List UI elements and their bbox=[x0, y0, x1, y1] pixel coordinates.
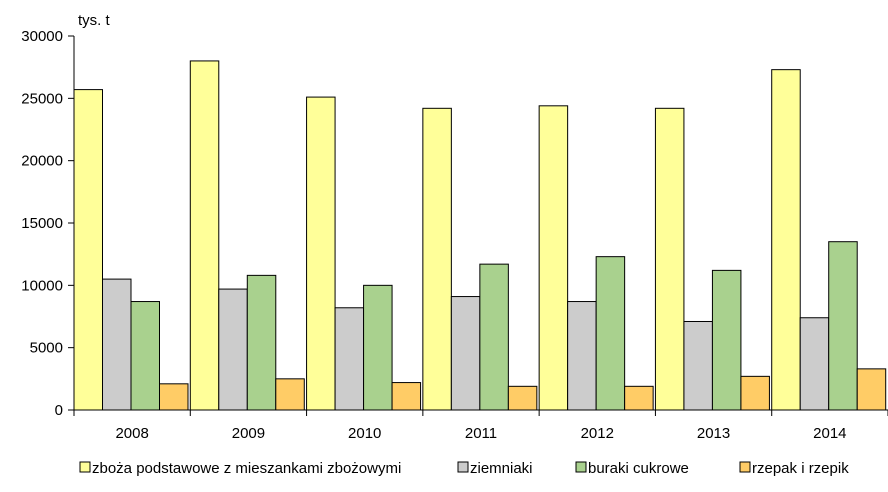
bar bbox=[654, 107, 685, 411]
legend-swatch bbox=[575, 461, 587, 473]
bar bbox=[189, 60, 220, 411]
bar bbox=[159, 383, 189, 411]
bar bbox=[130, 301, 160, 411]
bar bbox=[828, 241, 858, 411]
bar bbox=[102, 278, 132, 411]
y-tick-label: 0 bbox=[55, 402, 63, 419]
bar bbox=[624, 385, 654, 411]
bar bbox=[422, 107, 452, 411]
bar bbox=[73, 89, 103, 411]
bar bbox=[479, 263, 509, 411]
x-tick-label: 2011 bbox=[465, 425, 497, 442]
bar bbox=[218, 288, 248, 411]
bar bbox=[538, 105, 569, 411]
legend: zboża podstawowe z mieszankami zbożowymi… bbox=[79, 460, 849, 477]
bar bbox=[275, 378, 305, 411]
bar bbox=[683, 320, 713, 411]
y-tick-label: 30000 bbox=[21, 28, 63, 45]
bar bbox=[246, 274, 277, 411]
bar bbox=[306, 96, 336, 411]
bar bbox=[856, 368, 887, 411]
legend-label: ziemniaki bbox=[470, 460, 533, 477]
bar bbox=[334, 307, 365, 411]
y-tick-label: 10000 bbox=[21, 277, 63, 294]
bar bbox=[363, 284, 393, 411]
legend-swatch bbox=[457, 461, 469, 473]
legend-label: rzepak i rzepik bbox=[752, 460, 849, 477]
bar bbox=[799, 317, 830, 411]
x-tick-label: 2013 bbox=[697, 425, 730, 442]
x-tick-label: 2014 bbox=[813, 425, 846, 442]
y-axis-unit-label: tys. t bbox=[78, 12, 111, 29]
y-tick-label: 15000 bbox=[21, 215, 63, 232]
legend-swatch bbox=[79, 461, 91, 473]
bar bbox=[771, 69, 801, 411]
x-axis: 2008 2009 2010 2011 2012 2013 2014 bbox=[73, 409, 888, 442]
y-tick-label: 20000 bbox=[21, 153, 63, 170]
bar bbox=[711, 269, 742, 411]
legend-swatch bbox=[739, 461, 751, 473]
y-axis: 0 5000 10000 15000 20000 25000 30000 bbox=[21, 28, 75, 419]
x-tick-label: 2012 bbox=[581, 425, 614, 442]
bar bbox=[507, 385, 538, 411]
bar bbox=[740, 375, 770, 411]
x-tick-label: 2009 bbox=[232, 425, 265, 442]
bar bbox=[450, 296, 481, 411]
bar bbox=[595, 256, 626, 411]
legend-label: zboża podstawowe z mieszankami zbożowymi bbox=[92, 460, 401, 477]
x-tick-label: 2010 bbox=[348, 425, 381, 442]
bar bbox=[391, 382, 422, 411]
bars bbox=[73, 60, 887, 411]
x-tick-label: 2008 bbox=[115, 425, 148, 442]
legend-label: buraki cukrowe bbox=[588, 460, 689, 477]
y-tick-label: 25000 bbox=[21, 90, 63, 107]
y-tick-label: 5000 bbox=[30, 340, 63, 357]
bar bbox=[567, 301, 597, 411]
